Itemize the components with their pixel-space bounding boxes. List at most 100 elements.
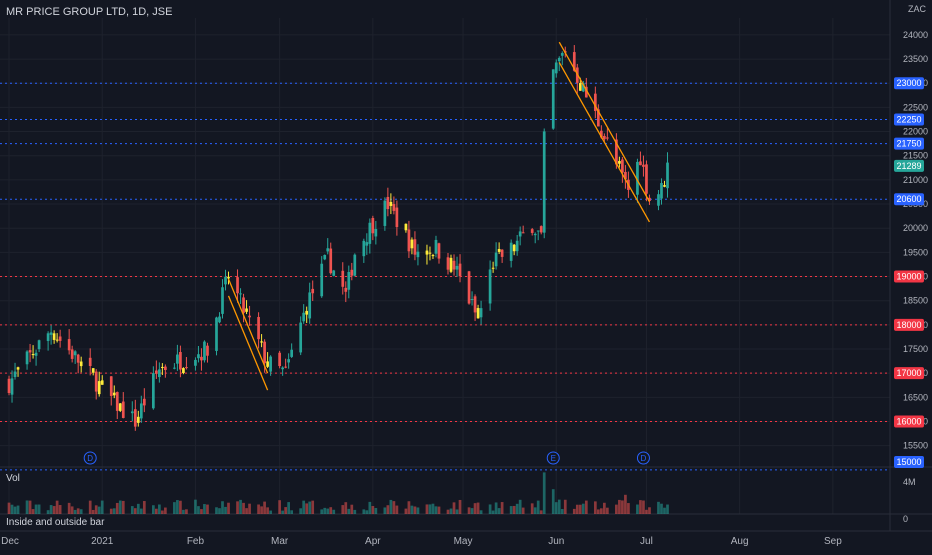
volume-bar (158, 504, 161, 514)
candle-body (112, 392, 116, 396)
candle-body (557, 57, 561, 62)
volume-bar (197, 506, 200, 514)
volume-tick-label: 4M (903, 477, 916, 487)
volume-bar (645, 509, 648, 514)
candle-body (521, 232, 525, 234)
candle-body (476, 308, 480, 319)
candle-body (215, 317, 218, 351)
horizontal-levels (0, 82, 890, 471)
volume-bar (52, 506, 56, 514)
volume-bar (488, 504, 492, 514)
candle-body (341, 270, 345, 287)
candle-body (173, 367, 176, 369)
candle-body (109, 376, 113, 396)
candle-body (425, 250, 429, 255)
volume-bar (389, 499, 393, 514)
price-tick-label: 24000 (903, 30, 928, 40)
candle-body (386, 196, 390, 210)
candle-body (350, 269, 354, 276)
volume-bar (479, 510, 483, 514)
candle-body (37, 340, 41, 350)
candle-body (239, 293, 242, 295)
volume-bar (308, 501, 312, 514)
volume-bar (100, 500, 104, 514)
candle-body (67, 339, 71, 351)
level-price-tag (894, 318, 924, 331)
price-tick-label: 23500 (903, 54, 928, 64)
volume-bar (58, 505, 62, 514)
candle-body (347, 271, 351, 290)
volume-bar (365, 510, 369, 514)
candle-body (323, 255, 327, 260)
volume-bar (428, 504, 432, 514)
candle-body (551, 69, 555, 129)
chart-title: MR PRICE GROUP LTD, 1D, JSE (6, 6, 173, 18)
candle-body (666, 162, 669, 189)
candle-body (663, 185, 666, 187)
time-axis[interactable]: Dec 2021 Feb Mar Apr May Jun Jul Aug Sep (1, 536, 842, 547)
channel-line (558, 62, 651, 223)
volume-bar (497, 508, 501, 514)
trend-channels (227, 41, 651, 391)
volume-bar (413, 506, 417, 514)
price-axis[interactable]: 15500 16000 16500 17000 17500 18000 18500 19000… (894, 30, 928, 524)
candle-body (648, 197, 651, 202)
level-price-tag-label: 19000 (896, 272, 921, 282)
volume-bar (572, 508, 576, 514)
candle-body (395, 207, 399, 227)
candle-body (603, 135, 606, 140)
volume-bar (25, 500, 29, 514)
candle-body (88, 357, 92, 367)
price-tick-label: 16500 (903, 392, 928, 402)
time-tick-label: Jun (548, 536, 564, 547)
candle-body (263, 341, 266, 364)
channel-line (227, 278, 269, 374)
event-marker-label: D (87, 454, 93, 463)
candle-body (446, 257, 450, 270)
currency-label: ZAC (908, 4, 926, 14)
candle-body (73, 351, 77, 356)
volume-bar (13, 506, 17, 514)
volume-bar (37, 504, 41, 514)
volume-bar (115, 502, 119, 514)
volume-bar (236, 501, 239, 514)
volume-bar (452, 502, 456, 514)
candle-body (79, 361, 83, 367)
price-tick-label: 18500 (903, 296, 928, 306)
candle-body (136, 416, 140, 423)
volume-bar (584, 500, 588, 514)
candle-body (533, 233, 537, 236)
level-price-tag (894, 77, 924, 90)
candle-body (158, 369, 161, 378)
volume-bar (326, 508, 330, 514)
candle-body (572, 52, 576, 71)
volume-bar (581, 503, 585, 514)
volume-bar (515, 503, 519, 514)
time-tick-label: Sep (824, 536, 842, 547)
volume-bar (329, 507, 333, 514)
level-price-tag-label: 18000 (896, 320, 921, 330)
volume-bar (305, 503, 309, 514)
candle-body (500, 249, 504, 257)
volume-bar (164, 507, 167, 514)
price-tick-label: 22500 (903, 102, 928, 112)
candle-body (185, 367, 188, 369)
price-tick-label: 17500 (903, 344, 928, 354)
volume-bar (494, 502, 498, 514)
volume-bar (458, 499, 462, 514)
candle-body (642, 164, 645, 167)
volume-bar (263, 501, 266, 514)
candle-body (621, 159, 624, 173)
volume-tick-label: 0 (903, 514, 908, 524)
time-tick-label: Feb (187, 536, 205, 547)
candle-body (536, 230, 540, 232)
volume-bar (624, 494, 627, 514)
volume-bar (446, 509, 450, 514)
volume-bar (636, 504, 639, 514)
current-price-tag (894, 159, 924, 172)
volume-bar (278, 500, 281, 514)
time-tick-label: Dec (1, 536, 19, 547)
candle-body (10, 378, 14, 395)
